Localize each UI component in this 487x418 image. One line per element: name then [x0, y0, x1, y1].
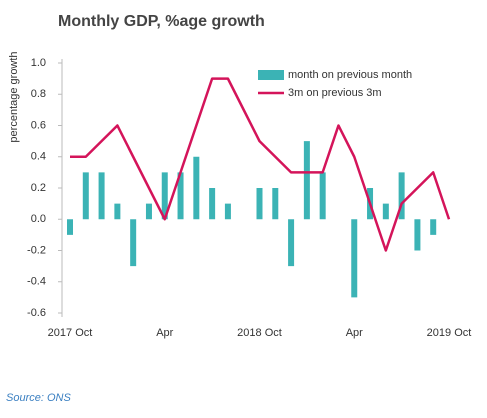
bar: [430, 219, 437, 235]
y-tick-label: -0.6: [27, 307, 46, 319]
bar: [82, 172, 89, 220]
bar: [130, 219, 137, 267]
y-tick-label: 0.2: [31, 182, 46, 194]
chart-title: Monthly GDP, %age growth: [58, 13, 265, 30]
bar: [272, 188, 279, 220]
bar: [161, 172, 168, 220]
bar: [224, 203, 231, 220]
bar: [98, 172, 105, 220]
bar: [303, 141, 310, 220]
y-tick-label: 0.4: [31, 151, 46, 163]
bar: [319, 172, 326, 220]
bar: [177, 172, 184, 220]
bar: [288, 219, 295, 267]
bar: [145, 203, 152, 220]
bar: [414, 219, 421, 251]
y-tick-label: -0.4: [27, 276, 46, 288]
legend-swatch: [258, 70, 284, 80]
legend-label: 3m on previous 3m: [288, 87, 382, 99]
bar: [67, 219, 73, 235]
x-tick-label: Apr: [346, 327, 363, 339]
line: [70, 77, 451, 252]
y-tick-label: 0.8: [31, 88, 46, 100]
y-tick-label: 0.6: [31, 119, 46, 131]
source: Source: ONS: [6, 392, 71, 404]
bar: [398, 172, 405, 220]
legend-label: month on previous month: [288, 69, 412, 81]
x-tick-label: 2017 Oct: [48, 327, 93, 339]
y-tick-label: 0.0: [31, 213, 46, 225]
bar: [256, 188, 263, 220]
bar: [382, 203, 389, 220]
y-axis-label: percentage growth: [8, 51, 20, 142]
bar: [114, 203, 121, 220]
x-tick-label: 2019 Oct: [427, 327, 472, 339]
x-tick-label: Apr: [156, 327, 173, 339]
x-tick-label: 2018 Oct: [237, 327, 282, 339]
bar: [209, 188, 216, 220]
y-tick-label: 1.0: [31, 57, 46, 69]
bar: [193, 156, 200, 220]
y-tick-label: -0.2: [27, 244, 46, 256]
bar: [351, 219, 358, 298]
